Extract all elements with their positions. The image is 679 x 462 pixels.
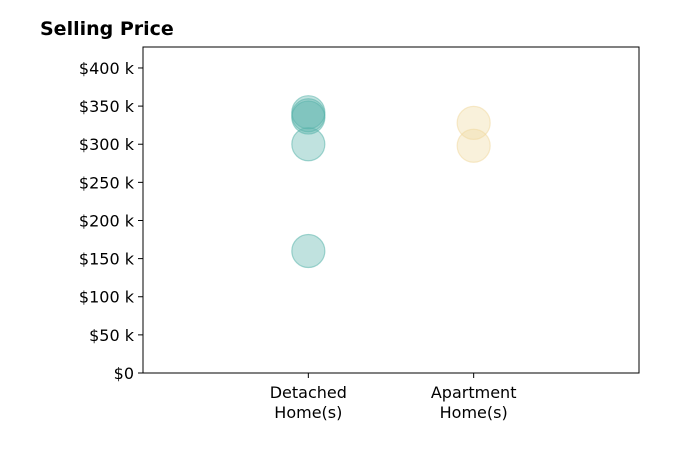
data-point [456,105,491,140]
x-tick-label: Detached Home(s) [270,383,347,422]
y-tick-label: $400 k [79,59,135,78]
y-tick-label: $0 [114,364,134,383]
data-point [291,95,326,130]
data-point [291,233,326,269]
y-tick-label: $150 k [79,250,135,269]
y-tick-label: $200 k [79,211,135,230]
y-axis: $0 $50 k $100 k $150 k $200 k $250 k $300 k $35… [79,59,143,383]
y-tick-label: $300 k [79,135,135,154]
plot-area-frame [142,46,640,374]
y-tick-label: $50 k [89,326,135,345]
data-point [291,127,326,162]
data-marks [291,95,491,269]
y-tick-label: $250 k [79,173,135,192]
x-axis: Detached Home(s) Apartment Home(s) [270,373,517,422]
chart-title: Selling Price [40,18,174,40]
x-tick-label: Apartment Home(s) [431,383,517,422]
y-tick-label: $100 k [79,288,135,307]
y-tick-label: $350 k [79,97,135,116]
